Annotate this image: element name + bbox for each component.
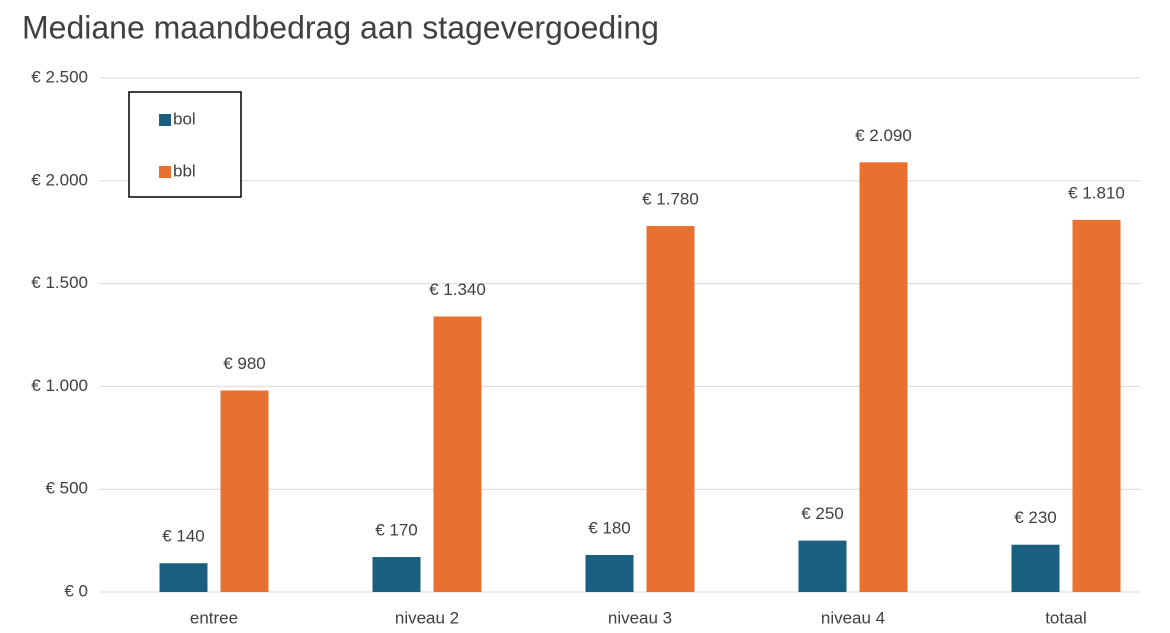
data-label: € 140: [162, 527, 205, 546]
bar: [433, 316, 482, 592]
legend-swatch: [159, 114, 171, 126]
bar: [1072, 219, 1121, 592]
y-tick-label: € 1.500: [31, 273, 88, 292]
y-tick-label: € 2.000: [31, 170, 88, 189]
x-tick-label: totaal: [1045, 608, 1087, 627]
data-label: € 250: [801, 504, 844, 523]
bar: [859, 162, 908, 592]
data-label: € 2.090: [855, 126, 912, 145]
x-tick-label: niveau 2: [395, 608, 459, 627]
bar: [585, 554, 634, 592]
y-tick-label: € 1.000: [31, 376, 88, 395]
legend-box: [128, 91, 242, 198]
x-tick-label: niveau 4: [821, 608, 885, 627]
bar: [220, 390, 269, 592]
data-label: € 1.780: [642, 190, 699, 209]
data-label: € 180: [588, 518, 631, 537]
x-tick-label: niveau 3: [608, 608, 672, 627]
chart-title: Mediane maandbedrag aan stagevergoeding: [22, 9, 659, 45]
data-label: € 980: [223, 354, 266, 373]
data-label: € 170: [375, 521, 418, 540]
bar: [798, 540, 847, 592]
bar: [646, 226, 695, 593]
legend-swatch: [159, 166, 171, 178]
bar: [372, 557, 421, 592]
y-tick-label: € 2.500: [31, 67, 88, 86]
legend-label: bol: [173, 109, 196, 128]
bar: [159, 563, 208, 592]
data-label: € 230: [1014, 508, 1057, 527]
x-tick-label: entree: [190, 608, 238, 627]
y-tick-label: € 0: [64, 581, 88, 600]
data-label: € 1.340: [429, 280, 486, 299]
bar: [1011, 544, 1060, 592]
legend-label: bbl: [173, 161, 196, 180]
y-tick-label: € 500: [45, 479, 88, 498]
data-label: € 1.810: [1068, 183, 1125, 202]
